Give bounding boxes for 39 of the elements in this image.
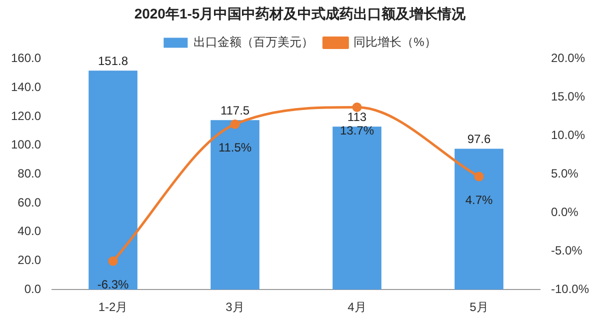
chart-title: 2020年1-5月中国中药材及中式成药出口额及增长情况: [134, 5, 467, 22]
y-tick-label: 120.0: [11, 108, 42, 123]
point: [474, 172, 484, 182]
y2-tick-label: 0.0%: [550, 204, 579, 219]
data-label: 97.6: [467, 132, 491, 146]
y2-tick-label: -10.0%: [550, 282, 590, 296]
bar: [88, 70, 138, 290]
y2-tick-label: 15.0%: [550, 90, 586, 104]
data-label: 151.8: [98, 54, 128, 68]
x-tick-label: 1-2月: [98, 300, 128, 314]
y-tick-label: 20.0: [18, 253, 42, 268]
data-label: 117.5: [220, 103, 250, 118]
point: [230, 119, 240, 129]
y-tick-label: 40.0: [18, 224, 42, 238]
y-tick-label: 80.0: [18, 166, 42, 181]
y-tick-label: 160.0: [11, 51, 42, 66]
y-tick-label: 140.0: [11, 80, 42, 94]
point: [352, 102, 362, 112]
bar: [210, 120, 260, 290]
y-tick-label: 60.0: [18, 195, 42, 210]
data-label: 113: [347, 110, 367, 124]
x-tick-label: 3月: [226, 300, 244, 314]
data-label: 4.7%: [465, 192, 493, 207]
legend-label: 同比增长（%）: [354, 35, 436, 50]
y-tick-label: 100.0: [11, 138, 42, 152]
y2-tick-label: -5.0%: [550, 243, 583, 258]
x-tick-label: 4月: [348, 300, 366, 314]
y2-tick-label: 5.0%: [550, 166, 579, 181]
data-label: 11.5%: [218, 140, 252, 155]
x-tick-label: 5月: [470, 300, 488, 314]
data-label: -6.3%: [97, 277, 130, 292]
data-label: 13.7%: [340, 124, 374, 138]
legend-label: 出口金额（百万美元）: [194, 35, 314, 50]
bar: [332, 126, 382, 290]
y2-tick-label: 20.0%: [550, 51, 586, 66]
y2-tick-label: 10.0%: [550, 128, 586, 142]
y-tick-label: 0.0: [24, 282, 42, 296]
point: [108, 256, 118, 266]
bar: [454, 148, 504, 290]
